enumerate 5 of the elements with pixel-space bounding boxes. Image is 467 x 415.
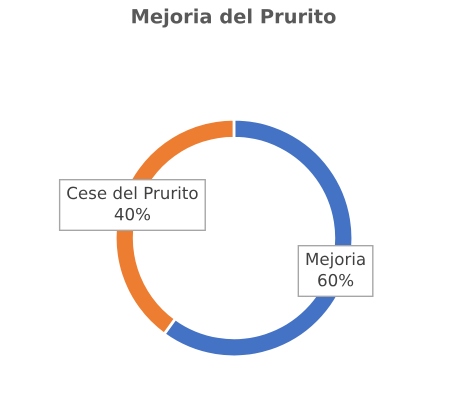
data-label: 40% xyxy=(114,208,150,220)
slice-label: Cese del Prurito xyxy=(67,186,198,200)
slice-label: Mejoria xyxy=(306,252,365,268)
chart-title: Mejoria del Prurito xyxy=(132,8,336,28)
data-label: 60% xyxy=(318,274,354,286)
